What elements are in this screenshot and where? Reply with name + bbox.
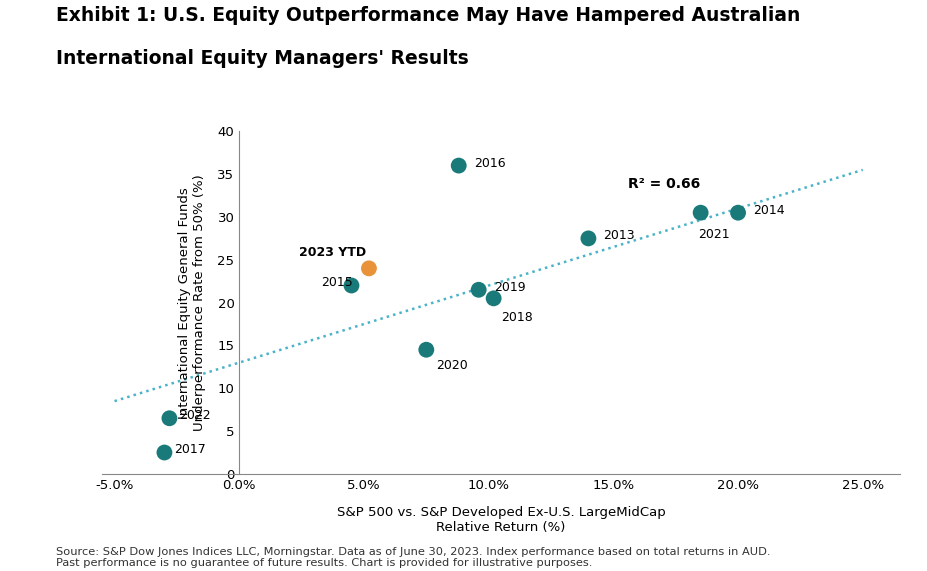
Point — [692, 208, 707, 217]
Point — [362, 264, 376, 273]
Point — [451, 161, 465, 170]
Text: R² = 0.66: R² = 0.66 — [628, 178, 700, 191]
Text: 2015: 2015 — [322, 276, 353, 289]
Y-axis label: International Equity General Funds
Underperformance Rate from 50% (%): International Equity General Funds Under… — [178, 174, 206, 431]
X-axis label: S&P 500 vs. S&P Developed Ex-U.S. LargeMidCap
Relative Return (%): S&P 500 vs. S&P Developed Ex-U.S. LargeM… — [337, 506, 665, 534]
Point — [157, 448, 171, 457]
Text: Source: S&P Dow Jones Indices LLC, Morningstar. Data as of June 30, 2023. Index : Source: S&P Dow Jones Indices LLC, Morni… — [56, 546, 769, 568]
Text: 2019: 2019 — [493, 281, 525, 293]
Text: 2018: 2018 — [501, 311, 532, 324]
Text: 2014: 2014 — [752, 204, 784, 216]
Text: 2021: 2021 — [697, 228, 729, 240]
Text: 2023 YTD: 2023 YTD — [298, 247, 366, 259]
Point — [471, 285, 486, 295]
Point — [344, 281, 359, 290]
Text: Exhibit 1: U.S. Equity Outperformance May Have Hampered Australian: Exhibit 1: U.S. Equity Outperformance Ma… — [56, 6, 799, 25]
Point — [486, 293, 501, 303]
Text: 2017: 2017 — [174, 444, 206, 456]
Text: 2013: 2013 — [603, 230, 634, 242]
Text: International Equity Managers' Results: International Equity Managers' Results — [56, 49, 468, 67]
Text: 2016: 2016 — [473, 156, 505, 170]
Point — [418, 345, 433, 354]
Point — [162, 413, 177, 423]
Text: 2022: 2022 — [179, 409, 210, 422]
Point — [580, 234, 595, 243]
Point — [730, 208, 744, 217]
Text: 2020: 2020 — [436, 359, 467, 372]
